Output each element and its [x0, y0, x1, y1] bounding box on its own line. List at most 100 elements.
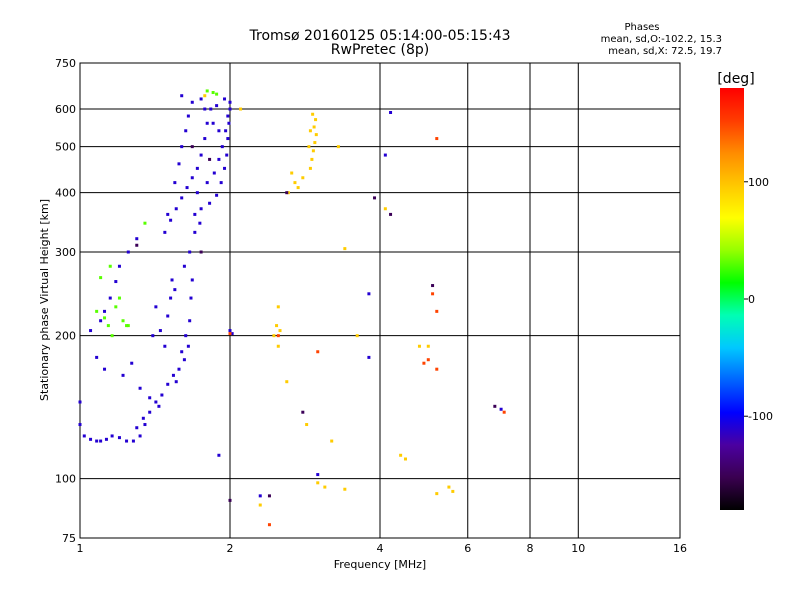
x-axis-label: Frequency [MHz] — [334, 558, 426, 571]
data-point — [114, 280, 118, 284]
data-point — [166, 314, 170, 318]
data-point — [95, 309, 99, 313]
data-point — [193, 212, 197, 216]
data-point — [203, 107, 207, 111]
data-point — [278, 329, 282, 333]
data-point — [316, 481, 320, 485]
y-tick-label: 75 — [62, 532, 76, 545]
data-point — [184, 334, 188, 338]
data-point — [78, 400, 82, 404]
data-point — [99, 439, 103, 443]
data-point — [223, 97, 227, 101]
data-point — [138, 434, 142, 438]
colorbar — [720, 88, 744, 510]
data-point — [230, 332, 234, 336]
y-tick-label: 600 — [55, 103, 76, 116]
data-point — [310, 157, 314, 161]
data-point — [143, 423, 147, 427]
data-point — [435, 492, 439, 496]
data-point — [148, 410, 152, 414]
chart-subtitle: RwPretec (8p) — [331, 42, 429, 58]
data-point — [313, 141, 317, 145]
data-point — [177, 367, 181, 371]
y-axis-label: Stationary phase Virtual Height [km] — [38, 199, 51, 401]
data-point — [499, 407, 503, 411]
data-point — [493, 404, 497, 408]
colorbar-tick-label: 100 — [748, 176, 769, 189]
data-point — [208, 201, 212, 205]
data-point — [211, 91, 215, 95]
data-point — [311, 149, 315, 153]
y-tick-label: 200 — [55, 330, 76, 343]
data-point — [103, 309, 107, 313]
data-point — [173, 181, 177, 185]
x-tick-label: 2 — [227, 542, 234, 555]
data-point — [208, 157, 212, 161]
y-tick-label: 300 — [55, 246, 76, 259]
data-point — [228, 498, 232, 502]
data-point — [117, 264, 121, 268]
data-point — [108, 264, 112, 268]
data-point — [314, 133, 318, 137]
data-point — [182, 358, 186, 362]
data-point — [199, 207, 203, 211]
data-point — [148, 396, 152, 400]
data-point — [190, 145, 194, 149]
data-point — [199, 153, 203, 157]
data-point — [367, 355, 371, 359]
data-point — [177, 162, 181, 166]
data-point — [180, 94, 184, 98]
data-point — [435, 309, 439, 313]
phases-info-title: Phases — [624, 22, 659, 33]
y-tick-label: 750 — [55, 57, 76, 70]
data-point — [426, 358, 430, 362]
data-point — [447, 485, 451, 489]
data-point — [163, 344, 167, 348]
data-point — [224, 129, 228, 133]
data-point — [343, 487, 347, 491]
data-point — [301, 410, 305, 414]
data-point — [151, 334, 155, 338]
data-point — [276, 334, 280, 338]
data-point — [180, 350, 184, 354]
data-point — [117, 296, 121, 300]
phases-info-x-line: mean, sd,X: 72.5, 19.7 — [608, 46, 722, 57]
data-point — [125, 324, 129, 328]
data-point — [217, 129, 221, 133]
data-point — [154, 400, 158, 404]
data-point — [426, 344, 430, 348]
data-point — [228, 100, 232, 104]
colorbar-tick-label: -100 — [748, 410, 773, 423]
data-point — [158, 329, 162, 333]
data-point — [106, 324, 110, 328]
data-point — [143, 221, 147, 225]
data-point — [182, 264, 186, 268]
data-point — [383, 153, 387, 157]
data-point — [225, 153, 229, 157]
data-point — [212, 171, 216, 175]
data-point — [138, 386, 142, 390]
data-point — [170, 278, 174, 282]
data-point — [228, 332, 232, 336]
data-point — [285, 380, 289, 384]
data-point — [154, 305, 158, 309]
data-point — [502, 410, 506, 414]
data-point — [389, 110, 393, 114]
data-point — [166, 212, 170, 216]
data-point — [125, 439, 129, 443]
data-point — [190, 100, 194, 104]
data-point — [219, 181, 223, 185]
data-point — [174, 207, 178, 211]
data-point — [160, 393, 164, 397]
x-tick-label: 4 — [377, 542, 384, 555]
data-point — [135, 243, 139, 247]
data-point — [173, 288, 177, 292]
data-point — [205, 121, 209, 125]
data-points — [78, 89, 506, 527]
data-point — [186, 344, 190, 348]
x-tick-label: 1 — [77, 542, 84, 555]
data-point — [307, 145, 311, 149]
data-point — [296, 186, 300, 190]
data-point — [451, 489, 455, 493]
data-point — [286, 191, 290, 195]
